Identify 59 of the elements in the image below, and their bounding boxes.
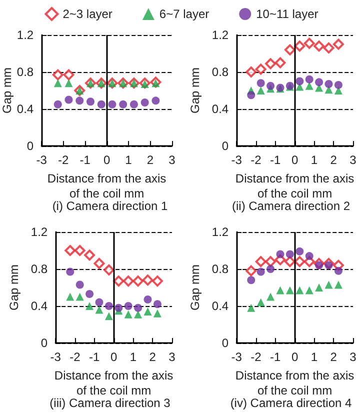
x-tick-label: -3 bbox=[50, 350, 62, 364]
legend-label: 6~7 layer bbox=[159, 7, 210, 21]
y-axis-title: Gap mm bbox=[7, 264, 21, 311]
y-axis-title: Gap mm bbox=[188, 264, 202, 311]
x-tick-label: 3 bbox=[350, 153, 357, 167]
x-tick-label: 0 bbox=[110, 350, 118, 364]
y-tick-label: 0.8 bbox=[16, 65, 34, 79]
y-tick-label: 1.2 bbox=[212, 225, 229, 239]
x-tick-label: -2 bbox=[70, 350, 81, 364]
y-tick-label: 1.2 bbox=[30, 225, 48, 239]
text: (iv) Camera direction 4 bbox=[230, 396, 352, 410]
y-tick-label: 1.2 bbox=[212, 28, 229, 42]
x-axis-title: Distance from the axis of the coil mm bbox=[235, 171, 354, 200]
x-tick-label: -2 bbox=[250, 153, 262, 167]
x-tick-label: 0 bbox=[103, 153, 110, 167]
legend-label: 2~3 layer bbox=[62, 7, 112, 21]
legend-label: 10~11 layer bbox=[256, 7, 318, 21]
x-tick-label: 2 bbox=[149, 350, 156, 364]
y-tick-label: 0.8 bbox=[212, 65, 229, 79]
text: (ii) Camera direction 2 bbox=[232, 199, 350, 213]
text: (iii) Camera direction 3 bbox=[50, 396, 171, 410]
x-tick-label: 3 bbox=[168, 153, 176, 167]
y-axis-title: Gap mm bbox=[188, 67, 202, 114]
x-tick-label: 3 bbox=[350, 350, 357, 364]
text: (i) Camera direction 1 bbox=[52, 199, 168, 213]
x-tick-label: -1 bbox=[270, 153, 282, 167]
x-tick-label: 2 bbox=[330, 350, 338, 364]
y-tick-label: 0.8 bbox=[212, 262, 229, 276]
y-tick-label: 1.2 bbox=[16, 28, 34, 42]
x-tick-label: 1 bbox=[310, 350, 318, 364]
x-tick-label: 3 bbox=[168, 350, 176, 364]
x-tick-label: -3 bbox=[231, 350, 242, 364]
x-tick-label: 0 bbox=[291, 350, 298, 364]
x-tick-label: -3 bbox=[36, 153, 48, 167]
y-tick-label: 0 bbox=[26, 139, 34, 153]
y-tick-label: 0.4 bbox=[30, 299, 48, 313]
x-tick-label: -1 bbox=[80, 153, 91, 167]
y-tick-label: 0 bbox=[222, 336, 229, 350]
x-tick-label: 1 bbox=[125, 153, 132, 167]
y-tick-label: 0.8 bbox=[30, 262, 48, 276]
x-tick-label: 1 bbox=[130, 350, 137, 364]
x-tick-label: 0 bbox=[291, 153, 298, 167]
x-axis-title: Distance from the axis of the coil mm bbox=[235, 368, 354, 398]
x-tick-label: 1 bbox=[310, 153, 318, 167]
y-tick-label: 0.4 bbox=[212, 299, 229, 313]
x-tick-label: -2 bbox=[58, 153, 69, 167]
x-tick-label: -2 bbox=[250, 350, 262, 364]
x-tick-label: -1 bbox=[270, 350, 282, 364]
x-tick-label: 2 bbox=[146, 153, 154, 167]
x-tick-label: -3 bbox=[231, 153, 242, 167]
y-axis-title: Gap mm bbox=[0, 67, 14, 114]
x-tick-label: 2 bbox=[330, 153, 338, 167]
x-axis-title: Distance from the axis of the coil mm bbox=[47, 171, 166, 200]
y-tick-label: 0.4 bbox=[212, 102, 229, 116]
y-tick-label: 0 bbox=[40, 336, 48, 350]
y-tick-label: 0 bbox=[222, 139, 229, 153]
x-axis-title: Distance from the axis of the coil mm bbox=[54, 368, 174, 398]
y-tick-label: 0.4 bbox=[16, 102, 34, 116]
x-tick-label: -1 bbox=[89, 350, 100, 364]
